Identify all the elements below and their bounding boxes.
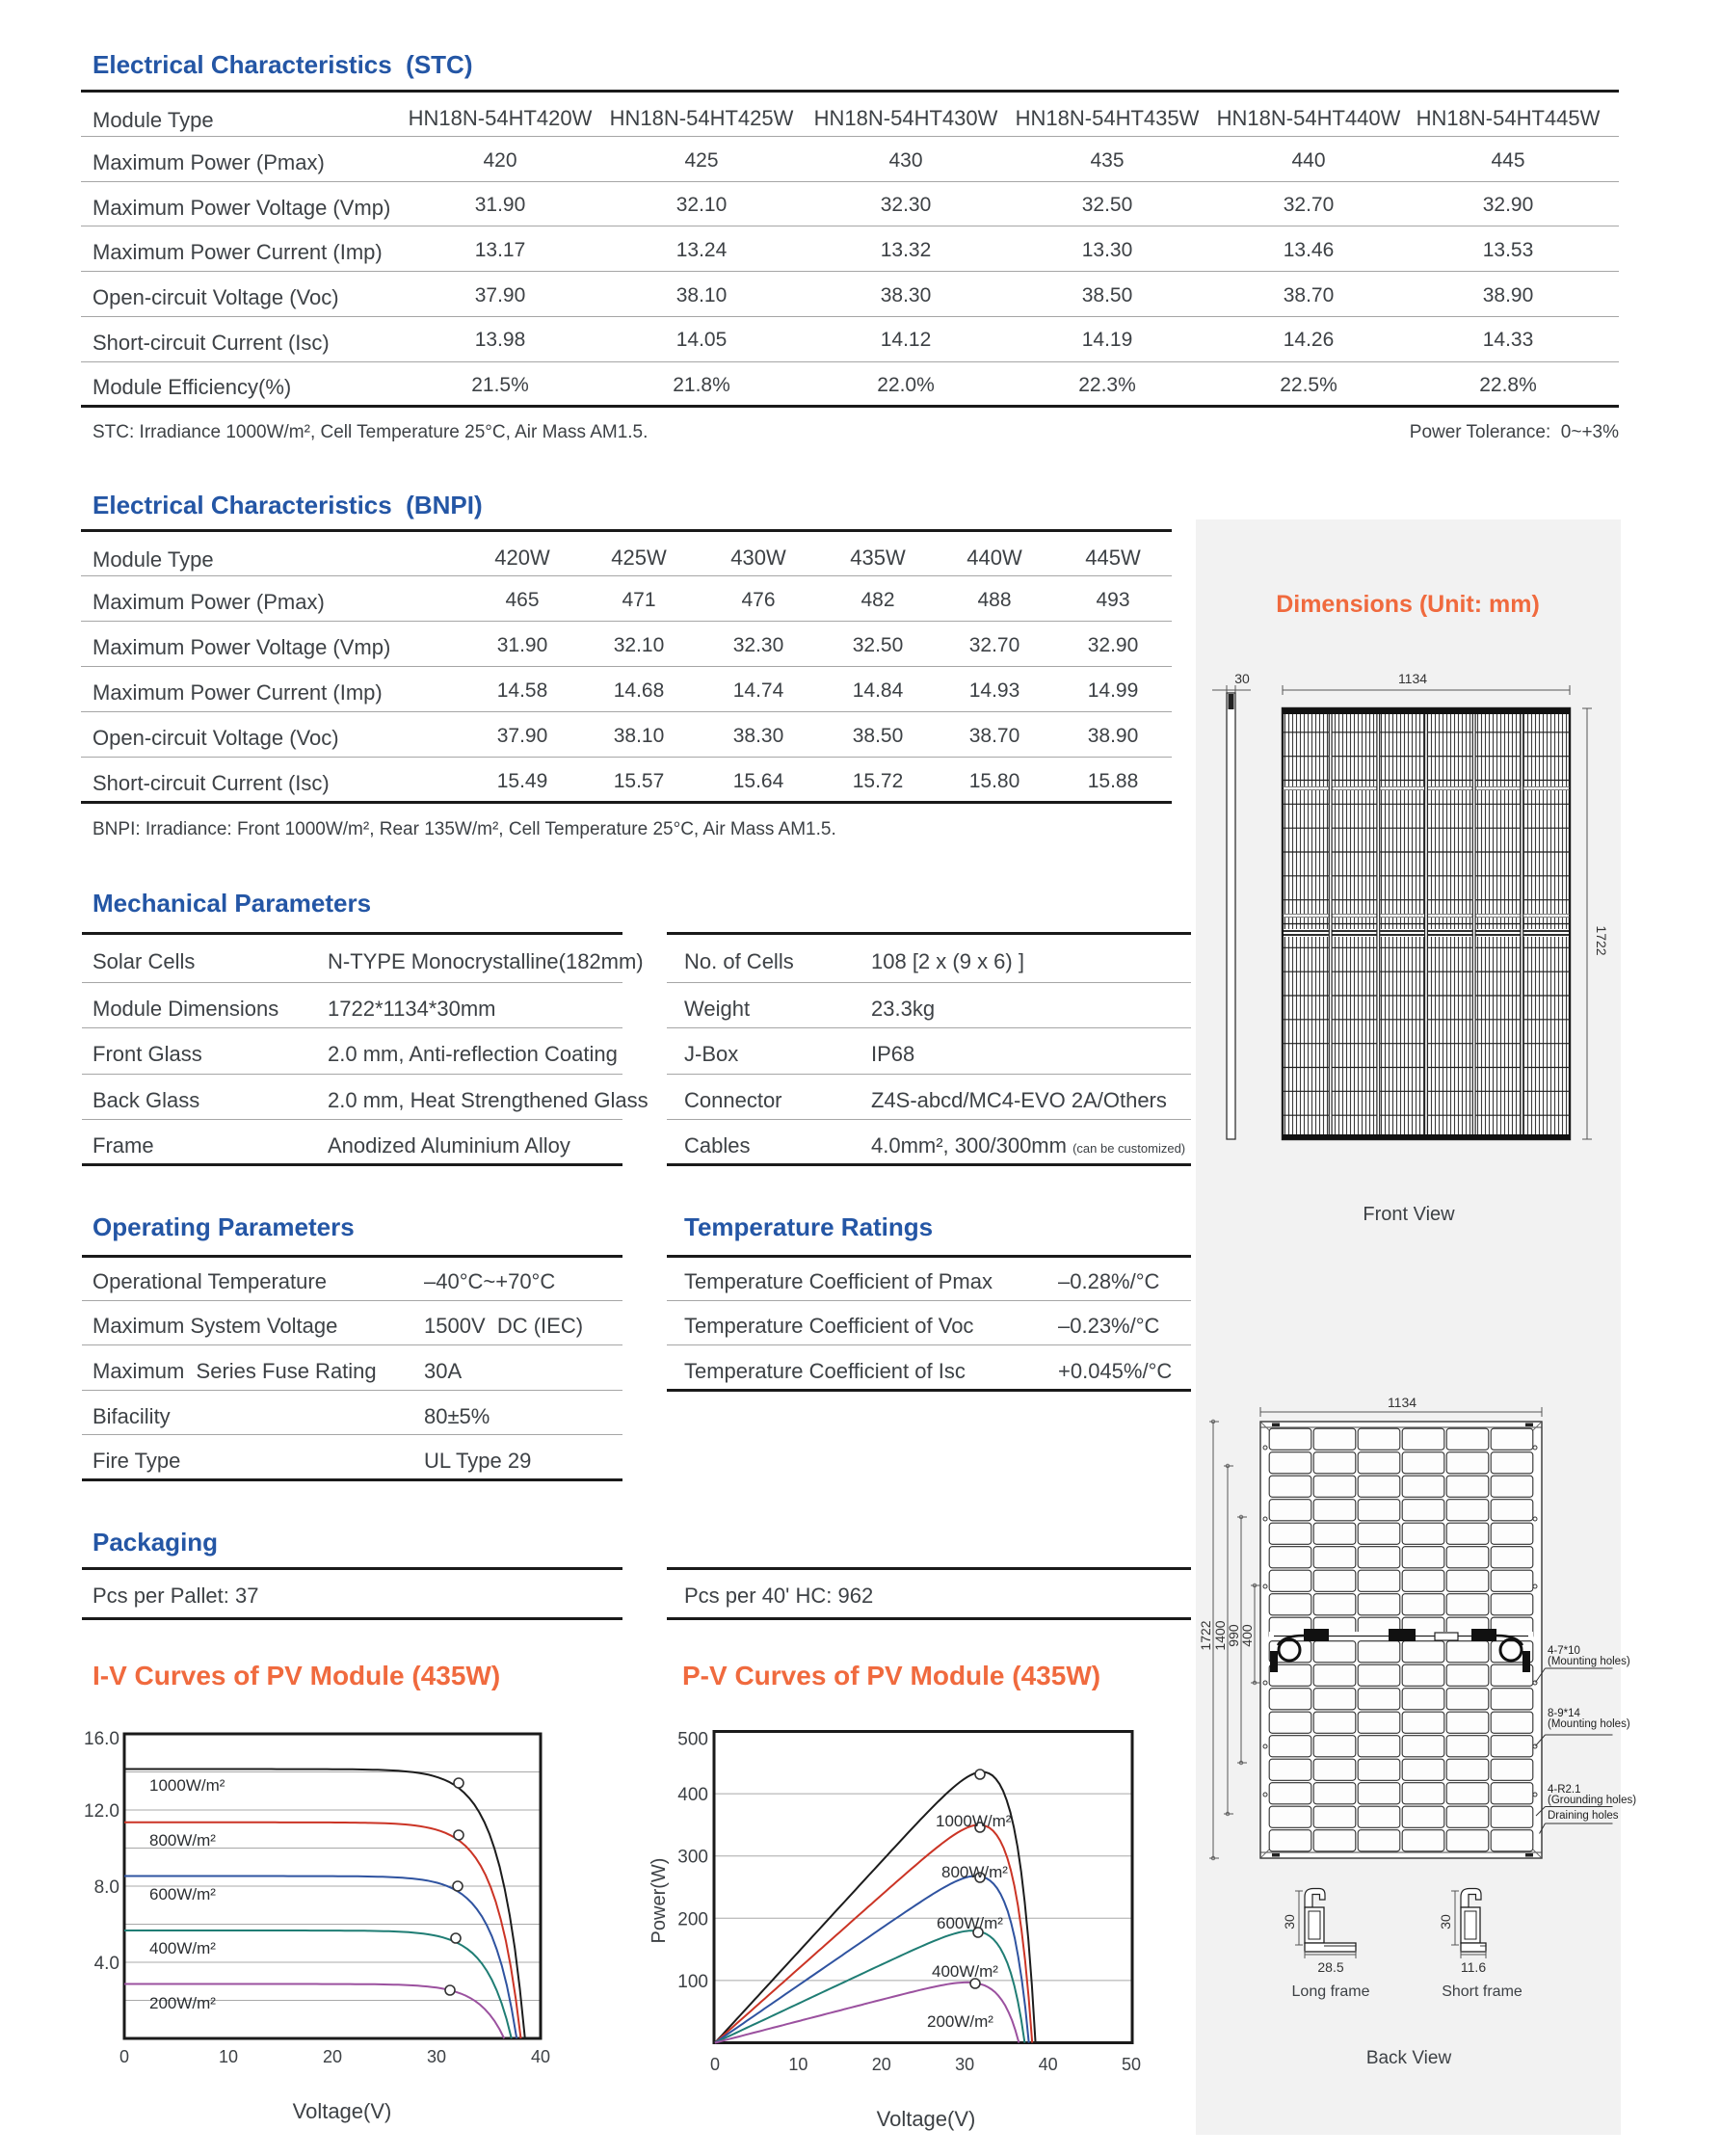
svg-text:500: 500	[677, 1730, 708, 1750]
svg-text:12.0: 12.0	[84, 1801, 119, 1822]
svg-text:1722: 1722	[1594, 925, 1609, 955]
svg-text:Voltage(V): Voltage(V)	[877, 2107, 976, 2131]
svg-text:1722: 1722	[1198, 1620, 1213, 1650]
svg-text:1134: 1134	[1398, 671, 1427, 686]
svg-text:Back View: Back View	[1366, 2048, 1452, 2068]
svg-text:8-9*14: 8-9*14	[1548, 1708, 1580, 1719]
svg-text:1400: 1400	[1212, 1620, 1228, 1650]
svg-text:400: 400	[677, 1785, 708, 1805]
svg-text:1000W/m²: 1000W/m²	[149, 1776, 225, 1795]
svg-text:0: 0	[710, 2055, 720, 2074]
svg-text:40: 40	[531, 2047, 550, 2066]
svg-text:50: 50	[1122, 2055, 1141, 2074]
svg-text:30: 30	[1438, 1914, 1453, 1930]
svg-text:200: 200	[677, 1909, 708, 1930]
svg-text:4-7*10: 4-7*10	[1548, 1645, 1580, 1657]
svg-text:16.0: 16.0	[84, 1729, 119, 1749]
svg-text:300: 300	[677, 1848, 708, 1868]
svg-text:1134: 1134	[1388, 1395, 1417, 1410]
svg-text:30: 30	[955, 2055, 974, 2074]
svg-text:(Mounting holes): (Mounting holes)	[1548, 1656, 1630, 1667]
svg-text:40: 40	[1039, 2055, 1058, 2074]
svg-text:8.0: 8.0	[94, 1877, 119, 1898]
svg-text:11.6: 11.6	[1461, 1959, 1486, 1975]
svg-text:(Grounding holes): (Grounding holes)	[1548, 1795, 1636, 1806]
svg-text:30: 30	[1282, 1914, 1297, 1930]
svg-text:20: 20	[872, 2055, 891, 2074]
svg-text:400: 400	[1239, 1624, 1255, 1647]
svg-text:0: 0	[119, 2047, 129, 2066]
svg-text:4.0: 4.0	[94, 1954, 119, 1974]
svg-text:30: 30	[427, 2047, 446, 2066]
svg-text:20: 20	[323, 2047, 342, 2066]
svg-text:4-R2.1: 4-R2.1	[1548, 1784, 1581, 1796]
svg-text:600W/m²: 600W/m²	[149, 1885, 216, 1903]
svg-text:1000W/m²: 1000W/m²	[936, 1812, 1012, 1830]
svg-text:10: 10	[788, 2055, 808, 2074]
svg-text:800W/m²: 800W/m²	[149, 1831, 216, 1850]
svg-text:400W/m²: 400W/m²	[932, 1962, 998, 1981]
svg-text:100: 100	[677, 1972, 708, 1992]
svg-text:10: 10	[219, 2047, 238, 2066]
svg-text:Power(W): Power(W)	[649, 1858, 670, 1944]
svg-text:Draining holes: Draining holes	[1548, 1810, 1619, 1822]
svg-text:28.5: 28.5	[1317, 1959, 1343, 1975]
svg-text:(Mounting holes): (Mounting holes)	[1548, 1718, 1630, 1730]
svg-text:Front View: Front View	[1363, 1204, 1455, 1225]
svg-text:200W/m²: 200W/m²	[149, 1994, 216, 2012]
svg-text:200W/m²: 200W/m²	[927, 2012, 993, 2031]
svg-text:800W/m²: 800W/m²	[941, 1863, 1008, 1881]
svg-text:400W/m²: 400W/m²	[149, 1939, 216, 1957]
svg-text:30: 30	[1234, 671, 1250, 686]
svg-text:Long frame: Long frame	[1292, 1983, 1370, 2000]
svg-text:990: 990	[1226, 1624, 1241, 1647]
svg-text:Short frame: Short frame	[1442, 1983, 1522, 2000]
svg-text:Voltage(V): Voltage(V)	[293, 2099, 392, 2123]
svg-text:600W/m²: 600W/m²	[937, 1914, 1003, 1932]
